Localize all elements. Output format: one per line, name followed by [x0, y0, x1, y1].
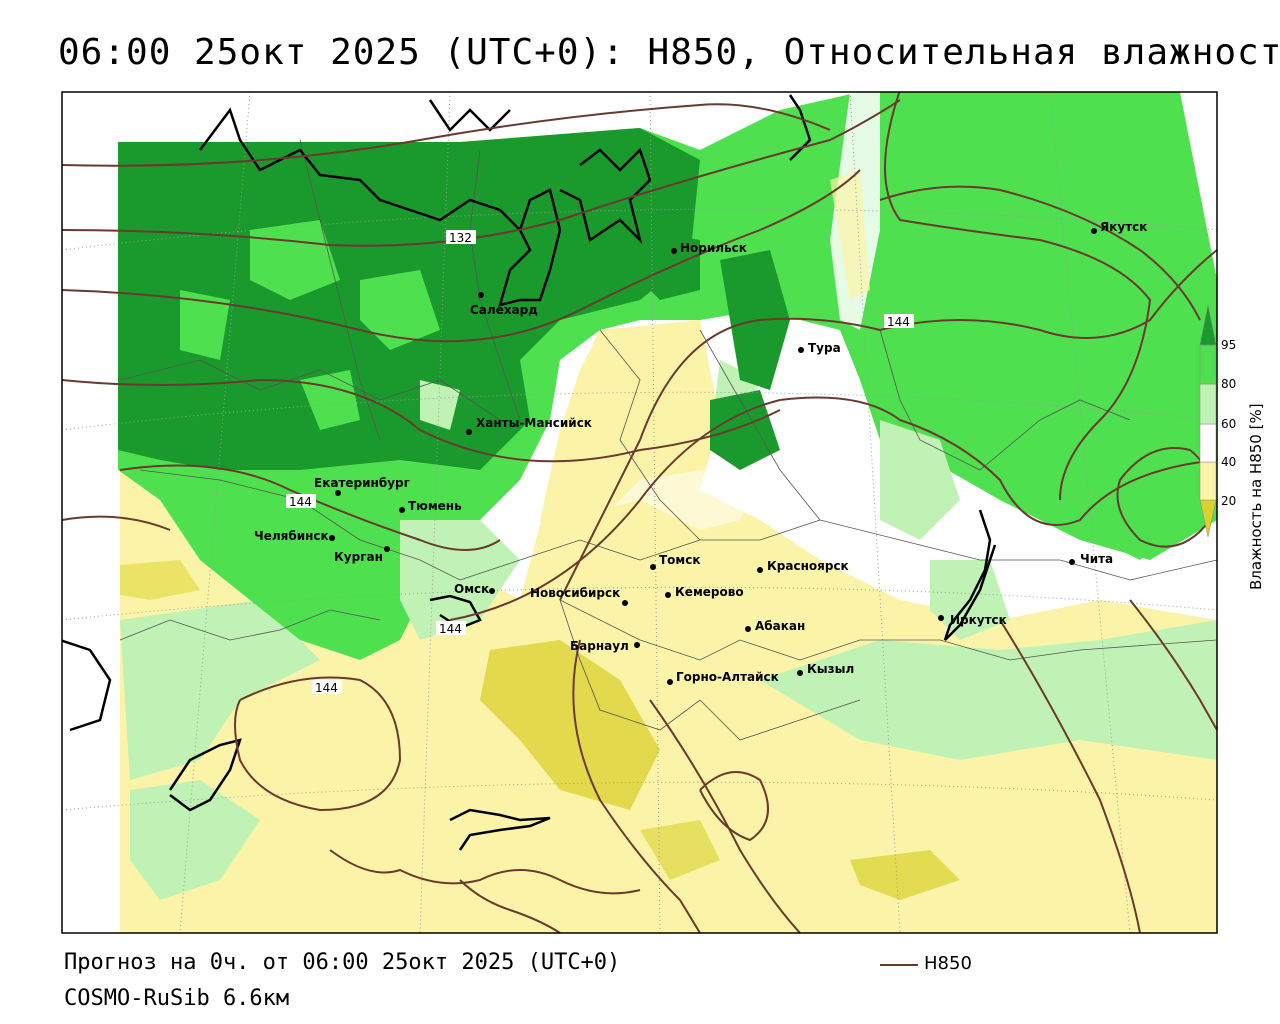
city-salekhard: Салехард — [470, 292, 538, 317]
map-border — [61, 91, 1218, 934]
svg-text:Абакан: Абакан — [755, 619, 805, 633]
colorbar-tick: 95 — [1221, 338, 1236, 352]
isoline-label: 144 — [289, 495, 312, 509]
colorbar-tick: 20 — [1221, 494, 1236, 508]
colorbar-seg — [1199, 383, 1217, 425]
city-yakutsk: Якутск — [1091, 220, 1147, 234]
svg-text:Екатеринбург: Екатеринбург — [314, 476, 410, 490]
isoline-label: 144 — [887, 315, 910, 329]
isoline-label: 144 — [315, 681, 338, 695]
city-kemerovo: Кемерово — [665, 585, 744, 599]
city-abakan: Абакан — [745, 619, 805, 633]
svg-text:Кызыл: Кызыл — [807, 662, 854, 676]
city-novosibirsk: Новосибирск — [530, 586, 628, 606]
colorbar-title: Влажность на H850 [%] — [1247, 403, 1265, 590]
isoline-label: 132 — [449, 231, 472, 245]
svg-text:Чита: Чита — [1080, 552, 1113, 566]
city-chita: Чита — [1069, 552, 1113, 566]
colorbar-tick: 80 — [1221, 377, 1236, 391]
city-kyzyl: Кызыл — [797, 662, 854, 676]
colorbar-high-arrow — [1199, 304, 1217, 346]
svg-text:Томск: Томск — [659, 553, 701, 567]
admin-borders — [119, 139, 1217, 741]
city-norilsk: Норильск — [671, 241, 747, 255]
humidity-field — [118, 92, 1217, 933]
isoline-label: 144 — [439, 622, 462, 636]
city-barnaul: Барнаул — [570, 639, 640, 653]
svg-text:Салехард: Салехард — [470, 303, 538, 317]
svg-text:Красноярск: Красноярск — [767, 559, 849, 573]
colorbar: 20 40 60 80 95 — [1199, 304, 1236, 538]
city-khanty-mansiysk: Ханты-Мансийск — [466, 416, 592, 435]
colorbar-seg — [1199, 344, 1217, 385]
h850-isolines — [62, 92, 1217, 933]
colorbar-tick: 60 — [1221, 417, 1236, 431]
city-krasnoyarsk: Красноярск — [757, 559, 849, 573]
city-chelyabinsk: Челябинск — [254, 529, 335, 543]
svg-text:Барнаул: Барнаул — [570, 639, 629, 653]
model-caption: COSMO-RuSib 6.6км — [64, 986, 290, 1011]
colorbar-seg — [1199, 461, 1217, 501]
city-yekaterinburg: Екатеринбург — [314, 476, 410, 496]
svg-text:Горно-Алтайск: Горно-Алтайск — [676, 670, 779, 684]
forecast-caption: Прогноз на 0ч. от 06:00 25окт 2025 (UTC+… — [64, 950, 621, 975]
graticule — [62, 92, 1217, 933]
city-markers: Якутск Норильск Салехард Тура Ханты-Манс… — [254, 220, 1147, 685]
svg-text:Челябинск: Челябинск — [254, 529, 329, 543]
city-tomsk: Томск — [650, 553, 701, 570]
colorbar-seg — [1199, 423, 1217, 463]
svg-text:Кемерово: Кемерово — [675, 585, 744, 599]
city-tyumen: Тюмень — [399, 499, 462, 513]
colorbar-tick: 40 — [1221, 455, 1236, 469]
svg-text:Тюмень: Тюмень — [408, 499, 462, 513]
city-tura: Тура — [798, 341, 841, 355]
city-kurgan: Курган — [334, 546, 390, 564]
city-omsk: Омск — [454, 582, 495, 596]
svg-text:Норильск: Норильск — [680, 241, 747, 255]
city-irkutsk: Иркутск — [938, 613, 1007, 627]
legend-line-swatch — [880, 964, 918, 966]
svg-text:Курган: Курган — [334, 550, 383, 564]
isoline-labels: 132 144 144 144 144 — [286, 230, 914, 695]
legend-label: H850 — [924, 953, 972, 974]
svg-text:Тура: Тура — [808, 341, 841, 355]
svg-text:Новосибирск: Новосибирск — [530, 586, 620, 600]
map-title: 06:00 25окт 2025 (UTC+0): H850, Относите… — [58, 32, 1280, 73]
svg-text:Омск: Омск — [454, 582, 489, 596]
svg-text:Якутск: Якутск — [1100, 220, 1147, 234]
svg-text:Ханты-Мансийск: Ханты-Мансийск — [476, 416, 592, 430]
city-gorno-altaysk: Горно-Алтайск — [667, 670, 779, 685]
coastline — [62, 94, 997, 851]
svg-text:Иркутск: Иркутск — [950, 613, 1007, 627]
